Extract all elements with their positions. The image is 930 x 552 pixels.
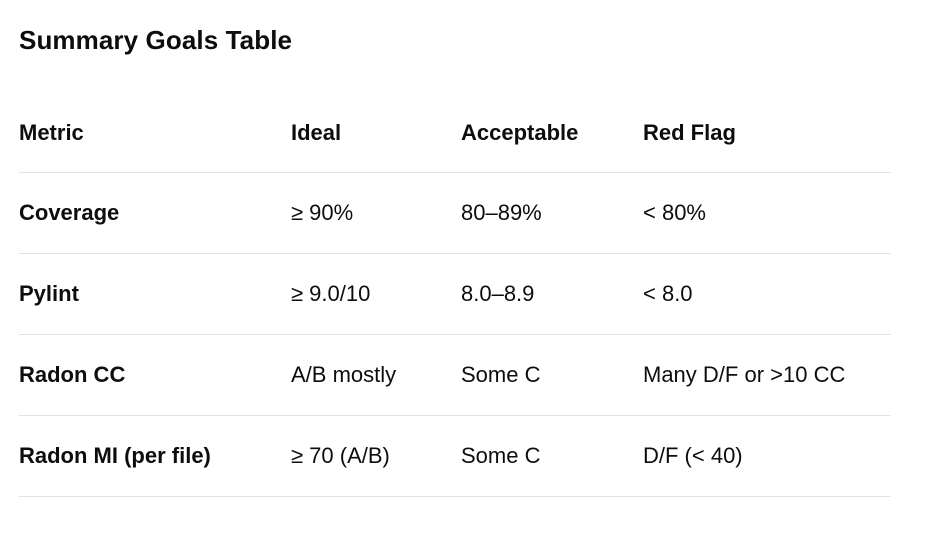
table-header-row: Metric Ideal Acceptable Red Flag (19, 93, 891, 173)
header-acceptable: Acceptable (461, 119, 579, 145)
metric-cell: Radon CC (19, 362, 126, 387)
ideal-cell: A/B mostly (291, 362, 397, 387)
ideal-cell: ≥ 9.0/10 (291, 281, 371, 306)
red-flag-cell: D/F (< 40) (643, 443, 743, 468)
table-row: Radon CC A/B mostly Some C Many D/F or >… (19, 335, 891, 416)
section-heading: Summary Goals Table (19, 25, 293, 55)
metric-cell: Pylint (19, 281, 79, 306)
red-flag-cell: < 80% (643, 200, 706, 225)
summary-goals-table: Metric Ideal Acceptable Red Flag Coverag… (19, 93, 891, 497)
ideal-cell: ≥ 90% (291, 200, 354, 225)
acceptable-cell: 8.0–8.9 (461, 281, 535, 306)
red-flag-cell: < 8.0 (643, 281, 693, 306)
table-row: Pylint ≥ 9.0/10 8.0–8.9 < 8.0 (19, 254, 891, 335)
header-ideal: Ideal (291, 119, 342, 145)
metric-cell: Radon MI (per file) (19, 443, 211, 468)
table-row: Radon MI (per file) ≥ 70 (A/B) Some C D/… (19, 416, 891, 497)
header-red-flag: Red Flag (643, 119, 736, 145)
ideal-cell: ≥ 70 (A/B) (291, 443, 390, 468)
header-metric: Metric (19, 119, 84, 145)
acceptable-cell: 80–89% (461, 200, 542, 225)
metric-cell: Coverage (19, 200, 120, 225)
table-row: Coverage ≥ 90% 80–89% < 80% (19, 173, 891, 254)
acceptable-cell: Some C (461, 362, 541, 387)
red-flag-cell: Many D/F or >10 CC (643, 362, 846, 387)
acceptable-cell: Some C (461, 443, 541, 468)
